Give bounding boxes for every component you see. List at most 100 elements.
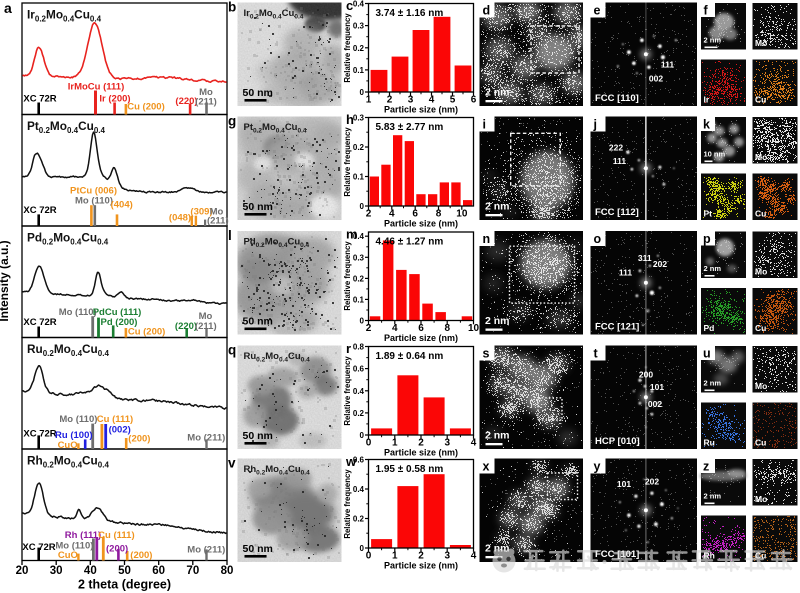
svg-text:101: 101 <box>650 382 664 392</box>
svg-text:30: 30 <box>50 565 63 577</box>
svg-text:p: p <box>703 232 711 246</box>
svg-text:Mo: Mo <box>199 311 213 322</box>
svg-text:0: 0 <box>366 438 372 449</box>
svg-text:Relative frequency: Relative frequency <box>343 13 352 83</box>
svg-text:b: b <box>228 0 236 15</box>
svg-text:2: 2 <box>366 323 372 334</box>
svg-text:4: 4 <box>471 551 477 562</box>
svg-text:Pt: Pt <box>704 209 713 219</box>
svg-text:HCP [010]: HCP [010] <box>595 436 640 447</box>
svg-text:222: 222 <box>609 142 623 152</box>
svg-text:CuO: CuO <box>58 440 78 451</box>
svg-text:0.2: 0.2 <box>353 409 365 418</box>
svg-text:Cu (111): Cu (111) <box>97 414 133 425</box>
svg-text:0.6: 0.6 <box>353 456 365 465</box>
svg-text:2: 2 <box>418 438 424 449</box>
svg-text:0.4: 0.4 <box>353 387 365 396</box>
svg-text:Mo (211): Mo (211) <box>187 433 225 444</box>
svg-text:k: k <box>703 118 710 132</box>
svg-text:(002): (002) <box>109 425 131 436</box>
svg-text:y: y <box>594 460 601 474</box>
svg-text:2 nm: 2 nm <box>704 379 722 388</box>
svg-text:2: 2 <box>387 95 393 106</box>
svg-text:(211): (211) <box>207 216 229 227</box>
svg-text:002: 002 <box>649 73 663 83</box>
svg-text:l: l <box>228 228 232 243</box>
svg-text:40: 40 <box>84 565 97 577</box>
svg-text:8: 8 <box>444 323 450 334</box>
svg-text:0.2: 0.2 <box>353 44 365 53</box>
svg-text:(211): (211) <box>195 97 217 108</box>
svg-text:0.3: 0.3 <box>353 22 365 31</box>
svg-text:g: g <box>228 114 236 129</box>
svg-text:311: 311 <box>638 253 652 263</box>
svg-text:CuO: CuO <box>58 550 78 561</box>
svg-text:Mo (211): Mo (211) <box>187 545 225 556</box>
svg-text:XC 72R: XC 72R <box>23 205 56 216</box>
svg-text:Particle size (nm): Particle size (nm) <box>384 219 458 229</box>
svg-text:c: c <box>346 0 353 13</box>
svg-text:e: e <box>594 4 601 18</box>
svg-text:0.2: 0.2 <box>353 143 365 152</box>
svg-text:Ir: Ir <box>704 95 710 105</box>
svg-text:PtCu (006): PtCu (006) <box>70 185 117 196</box>
svg-text:2 nm: 2 nm <box>485 430 510 442</box>
svg-text:IrMoCu (111): IrMoCu (111) <box>68 82 125 93</box>
svg-text:002: 002 <box>648 399 662 409</box>
svg-text:q: q <box>228 343 236 358</box>
svg-text:Pt0.2Mo0.4Cu0.4: Pt0.2Mo0.4Cu0.4 <box>27 119 106 135</box>
svg-text:10: 10 <box>468 323 480 334</box>
svg-text:(220): (220) <box>175 321 197 332</box>
svg-text:4.46 ± 1.27 nm: 4.46 ± 1.27 nm <box>376 237 444 248</box>
svg-text:111: 111 <box>661 59 675 69</box>
svg-text:6: 6 <box>418 323 424 334</box>
svg-text:Ru: Ru <box>704 438 715 448</box>
svg-text:3.74 ± 1.16 nm: 3.74 ± 1.16 nm <box>376 8 444 19</box>
svg-text:i: i <box>483 118 486 132</box>
svg-text:Cu: Cu <box>755 209 766 219</box>
svg-text:d: d <box>483 4 491 18</box>
svg-text:Relative frequency: Relative frequency <box>343 127 352 197</box>
svg-text:(048): (048) <box>169 213 191 224</box>
svg-text:Particle size (nm): Particle size (nm) <box>384 333 458 343</box>
svg-text:2 nm: 2 nm <box>485 201 510 213</box>
svg-text:a: a <box>4 0 12 16</box>
svg-text:XC 72R: XC 72R <box>23 317 56 328</box>
svg-text:Particle size (nm): Particle size (nm) <box>384 561 458 571</box>
svg-text:Particle size (nm): Particle size (nm) <box>384 448 458 458</box>
svg-text:(211): (211) <box>195 321 217 332</box>
svg-text:(200): (200) <box>130 550 152 561</box>
svg-text:111: 111 <box>613 156 627 166</box>
svg-text:m: m <box>346 227 358 242</box>
svg-text:3: 3 <box>408 95 414 106</box>
svg-text:Ru0.2Mo0.4Cu0.4: Ru0.2Mo0.4Cu0.4 <box>27 342 109 358</box>
svg-text:0.2: 0.2 <box>353 274 365 283</box>
svg-text:Cu: Cu <box>755 95 766 105</box>
svg-text:2 nm: 2 nm <box>485 315 510 327</box>
svg-text:s: s <box>483 347 490 361</box>
svg-text:50 nm: 50 nm <box>243 201 273 213</box>
svg-text:z: z <box>703 460 709 474</box>
svg-text:0.3: 0.3 <box>353 253 365 262</box>
svg-text:3: 3 <box>444 438 450 449</box>
svg-text:4: 4 <box>429 95 435 106</box>
svg-text:20: 20 <box>16 565 29 577</box>
svg-text:0: 0 <box>360 202 365 211</box>
svg-text:202: 202 <box>645 476 659 486</box>
svg-text:Pd (200): Pd (200) <box>101 317 138 328</box>
svg-text:0.4: 0.4 <box>353 485 365 494</box>
svg-text:Relative frequency: Relative frequency <box>343 241 352 311</box>
svg-text:(200): (200) <box>128 434 150 445</box>
svg-text:Pd0.2Mo0.4Cu0.4: Pd0.2Mo0.4Cu0.4 <box>244 237 310 250</box>
svg-text:0.1: 0.1 <box>353 295 365 304</box>
svg-text:60: 60 <box>152 565 165 577</box>
svg-text:Mo (110): Mo (110) <box>55 541 93 552</box>
svg-text:8: 8 <box>436 209 442 220</box>
svg-text:h: h <box>346 112 354 127</box>
svg-text:0.6: 0.6 <box>353 365 365 374</box>
svg-text:Mo: Mo <box>755 152 767 162</box>
svg-text:50 nm: 50 nm <box>243 430 273 442</box>
svg-text:XC 72R: XC 72R <box>23 94 56 105</box>
svg-text:Cu (200): Cu (200) <box>127 102 164 113</box>
svg-text:r: r <box>346 341 351 356</box>
